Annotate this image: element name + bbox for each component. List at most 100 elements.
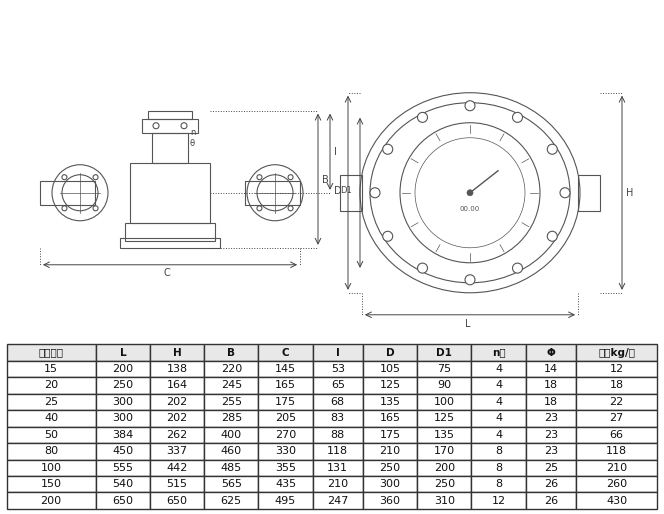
Text: 245: 245 [220, 380, 242, 391]
Bar [313, 476, 363, 492]
Text: 18: 18 [544, 380, 558, 391]
Text: H: H [173, 347, 181, 358]
Bar [471, 394, 526, 410]
Text: 138: 138 [167, 364, 188, 374]
Circle shape [400, 123, 540, 263]
Text: 80: 80 [44, 446, 58, 456]
Bar [417, 460, 471, 476]
Text: 150: 150 [41, 479, 62, 489]
Text: 25: 25 [44, 397, 58, 407]
Text: 337: 337 [167, 446, 188, 456]
Text: 285: 285 [220, 413, 242, 424]
Bar [576, 344, 657, 361]
Bar [125, 223, 215, 241]
Text: 330: 330 [275, 446, 296, 456]
Bar [526, 394, 576, 410]
Text: 262: 262 [167, 430, 188, 440]
Bar [150, 410, 205, 427]
Text: 100: 100 [434, 397, 455, 407]
Text: 135: 135 [380, 397, 400, 407]
Bar [96, 476, 150, 492]
Text: 540: 540 [112, 479, 133, 489]
Bar [363, 443, 417, 460]
Text: 247: 247 [327, 495, 349, 506]
Bar [7, 410, 96, 427]
Circle shape [547, 144, 557, 154]
Bar [471, 344, 526, 361]
Text: 210: 210 [380, 446, 400, 456]
Bar [258, 410, 313, 427]
Bar [340, 175, 362, 211]
Bar [150, 344, 205, 361]
Text: C: C [282, 347, 290, 358]
Bar [313, 377, 363, 394]
Bar [471, 443, 526, 460]
Bar [96, 410, 150, 427]
Bar [96, 344, 150, 361]
Text: 442: 442 [167, 463, 188, 473]
Bar [526, 443, 576, 460]
Text: 400: 400 [220, 430, 242, 440]
Bar [150, 427, 205, 443]
Text: 8: 8 [495, 479, 502, 489]
Bar [363, 476, 417, 492]
Text: 202: 202 [167, 413, 188, 424]
Bar [205, 344, 258, 361]
Text: 210: 210 [606, 463, 627, 473]
Text: 23: 23 [544, 430, 558, 440]
Text: 50: 50 [44, 430, 58, 440]
Bar [363, 427, 417, 443]
Circle shape [547, 231, 557, 241]
Text: 4: 4 [495, 364, 502, 374]
Text: 430: 430 [606, 495, 627, 506]
Text: 68: 68 [331, 397, 345, 407]
Text: 450: 450 [112, 446, 133, 456]
Text: 40: 40 [44, 413, 58, 424]
Text: 4: 4 [495, 413, 502, 424]
Bar [363, 377, 417, 394]
Bar [471, 361, 526, 377]
Circle shape [418, 263, 428, 273]
Bar [258, 394, 313, 410]
Bar [471, 427, 526, 443]
Text: 200: 200 [112, 364, 133, 374]
Text: 125: 125 [380, 380, 400, 391]
Text: 105: 105 [380, 364, 400, 374]
Bar [363, 394, 417, 410]
Bar [258, 492, 313, 509]
Bar [245, 181, 300, 205]
Bar [576, 476, 657, 492]
Text: 83: 83 [331, 413, 345, 424]
Circle shape [513, 113, 523, 122]
Bar [417, 427, 471, 443]
Bar [150, 361, 205, 377]
Bar [471, 492, 526, 509]
Text: 300: 300 [380, 479, 400, 489]
Text: Φ: Φ [546, 347, 555, 358]
Text: 66: 66 [610, 430, 623, 440]
Bar [417, 443, 471, 460]
Circle shape [513, 263, 523, 273]
Bar [576, 410, 657, 427]
Text: 公称通径: 公称通径 [39, 347, 64, 358]
Bar [258, 460, 313, 476]
Text: 200: 200 [41, 495, 62, 506]
Circle shape [382, 144, 392, 154]
Bar [205, 377, 258, 394]
Text: H: H [626, 188, 633, 198]
Bar [150, 394, 205, 410]
Bar [313, 361, 363, 377]
Bar [363, 361, 417, 377]
Circle shape [467, 190, 473, 196]
Text: B: B [227, 347, 235, 358]
Bar [7, 377, 96, 394]
Bar [526, 476, 576, 492]
Text: 75: 75 [438, 364, 452, 374]
Text: 250: 250 [112, 380, 133, 391]
Bar [526, 460, 576, 476]
Text: 14: 14 [544, 364, 558, 374]
Text: D: D [386, 347, 394, 358]
Text: 18: 18 [610, 380, 623, 391]
Text: 175: 175 [275, 397, 296, 407]
Bar [142, 119, 198, 133]
